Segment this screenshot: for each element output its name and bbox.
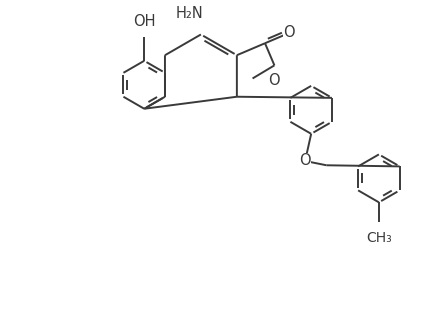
Text: H₂N: H₂N <box>176 6 204 21</box>
Text: CH₃: CH₃ <box>366 231 392 245</box>
Text: O: O <box>299 154 310 168</box>
Text: OH: OH <box>133 14 156 29</box>
Text: O: O <box>269 73 280 88</box>
Text: O: O <box>283 26 295 41</box>
